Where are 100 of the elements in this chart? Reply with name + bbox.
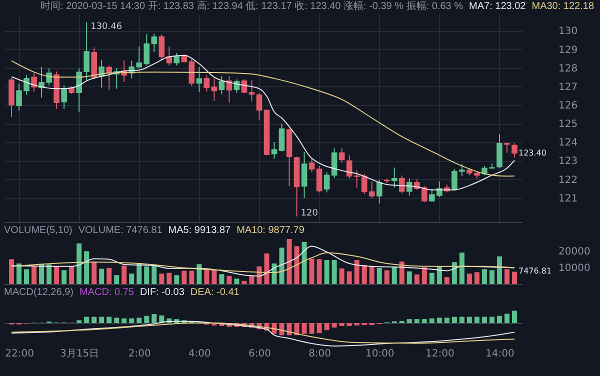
candlestick — [391, 167, 398, 188]
bar — [84, 251, 90, 284]
text: MA7: 123.02 — [469, 1, 526, 12]
y-tick-label: 10000 — [558, 263, 590, 274]
bar — [302, 242, 307, 284]
bar — [9, 259, 14, 284]
bar — [99, 316, 104, 323]
bar — [294, 246, 300, 284]
bar — [144, 266, 150, 284]
bar — [436, 318, 442, 323]
bar — [429, 272, 434, 284]
bar — [332, 260, 337, 284]
bar — [512, 310, 517, 323]
bar — [362, 264, 367, 284]
bar — [92, 316, 97, 323]
bar — [32, 266, 37, 284]
bar — [159, 274, 164, 284]
bar — [196, 264, 202, 284]
bar — [444, 318, 450, 323]
bar — [354, 260, 360, 284]
bar — [249, 276, 254, 284]
bar — [354, 323, 360, 326]
bar — [152, 314, 157, 323]
y-tick-label: 130 — [558, 26, 578, 38]
series-label: MACD: 0.75 — [79, 287, 134, 298]
bar — [339, 268, 344, 284]
bar — [106, 268, 112, 284]
y-tick-label: 124 — [558, 138, 578, 149]
y-tick-label: 125 — [558, 119, 578, 130]
bar — [309, 258, 314, 284]
bar — [122, 266, 127, 284]
candlestick — [31, 72, 37, 92]
text: MA5: 9913.87 — [168, 225, 231, 236]
candlestick — [316, 165, 322, 193]
candlestick — [308, 158, 315, 173]
bar — [309, 323, 314, 334]
bar — [114, 275, 120, 284]
candlestick — [61, 85, 67, 110]
bar — [504, 269, 510, 284]
candlestick — [361, 173, 368, 195]
bar — [46, 264, 52, 284]
bar — [166, 272, 172, 284]
y-tick-label: 128 — [558, 63, 578, 74]
candlestick — [188, 58, 195, 86]
bar — [92, 261, 97, 284]
bar — [466, 316, 472, 323]
x-tick-label: 6:00 — [248, 348, 271, 360]
bar — [474, 272, 480, 284]
bar — [369, 266, 374, 284]
bar — [459, 252, 464, 284]
bar — [212, 270, 217, 284]
annotation: 120 — [300, 208, 318, 218]
bar — [129, 274, 134, 284]
bar — [24, 269, 30, 284]
candlestick — [512, 142, 518, 158]
candlestick — [376, 179, 382, 204]
bar — [144, 316, 150, 323]
candlestick — [204, 74, 210, 92]
candlestick — [218, 76, 225, 95]
x-tick-label: 4:00 — [188, 348, 211, 360]
bar — [466, 274, 472, 284]
chart-title: MACD(12,26,9) — [4, 287, 74, 298]
bar — [69, 266, 74, 284]
x-tick-label: 8:00 — [308, 348, 332, 360]
annotation: 7476.81 — [518, 266, 552, 276]
bar — [346, 323, 352, 326]
bar — [414, 319, 420, 323]
bar — [286, 323, 292, 336]
chart-title: 时间: 2020-03-15 14:30 开: 123.83 高: 123.94 低: 123.17 收: 123.40 涨幅: -0.39 % 振幅: 0.63 % — [40, 1, 464, 12]
series-label: VOLUME: 7476.81 — [78, 225, 162, 236]
y-tick-label: 127 — [558, 82, 578, 93]
bar — [114, 318, 120, 323]
bar — [324, 323, 330, 330]
bar — [316, 259, 322, 284]
candlestick — [331, 148, 338, 178]
bar — [422, 267, 427, 284]
bar — [279, 323, 284, 336]
y-tick-label: 123 — [558, 156, 578, 168]
text: MA10: 9877.79 — [236, 225, 304, 236]
bar — [264, 253, 270, 284]
candlestick — [368, 181, 375, 198]
bar — [152, 264, 157, 284]
bar — [406, 319, 412, 323]
x-tick-label: 2:00 — [128, 348, 151, 360]
candlestick — [301, 151, 308, 198]
bar — [384, 270, 390, 284]
bar — [406, 271, 412, 284]
bar — [62, 270, 67, 284]
bar — [496, 256, 502, 284]
bar — [474, 316, 480, 323]
x-tick-label: 22:00 — [5, 348, 34, 360]
bar — [84, 316, 90, 323]
y-tick-label: 121 — [558, 193, 578, 204]
annotation: 130.46 — [90, 22, 122, 32]
bar — [76, 243, 82, 284]
bar — [482, 316, 487, 323]
candlestick — [496, 134, 502, 169]
bar — [136, 262, 142, 284]
annotation: 123.40 — [518, 148, 546, 158]
bar — [99, 268, 104, 284]
